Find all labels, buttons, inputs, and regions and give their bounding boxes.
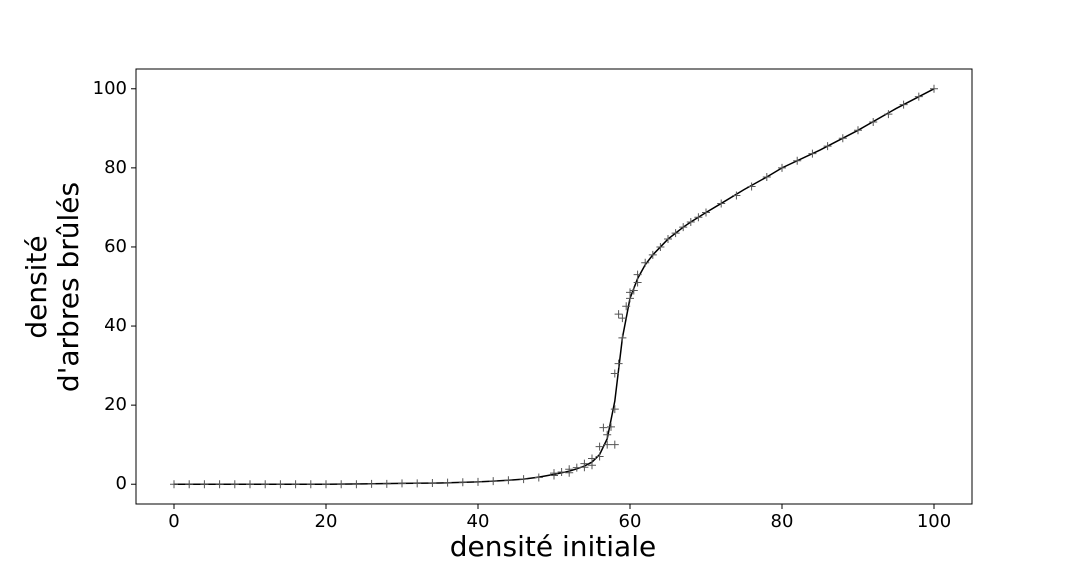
point-marker: [215, 480, 224, 489]
point-marker: [622, 302, 631, 311]
point-marker: [686, 218, 695, 227]
plot-frame: [135, 68, 973, 505]
point-marker: [747, 182, 756, 191]
point-marker: [618, 314, 627, 323]
x-axis-label: densité initiale: [450, 530, 656, 563]
point-marker: [603, 430, 612, 439]
point-marker: [572, 463, 581, 472]
point-marker: [732, 191, 741, 200]
point-marker: [557, 467, 566, 476]
point-marker: [641, 258, 650, 267]
point-marker: [200, 480, 209, 489]
point-marker: [679, 223, 688, 232]
point-marker: [702, 208, 710, 217]
point-marker: [629, 286, 638, 295]
point-marker: [367, 479, 376, 488]
y-tick-label: 80: [104, 157, 127, 178]
point-marker: [246, 480, 254, 489]
point-marker: [580, 459, 589, 468]
point-marker: [854, 126, 862, 135]
point-marker: [519, 475, 528, 484]
point-marker: [413, 479, 422, 488]
curve: [174, 88, 935, 485]
point-marker: [930, 84, 938, 93]
point-marker: [458, 478, 467, 487]
point-marker: [717, 199, 726, 208]
point-marker: [823, 142, 832, 151]
point-marker: [398, 479, 406, 488]
point-marker: [534, 473, 543, 482]
point-marker: [595, 442, 604, 451]
y-axis-label: d'arbres brûlés: [52, 182, 85, 392]
y-tick-label: 20: [104, 394, 127, 415]
point-marker: [793, 156, 802, 165]
point-marker: [474, 477, 482, 486]
y-tick-label: 100: [93, 78, 127, 99]
point-marker: [633, 278, 642, 287]
x-tick-label: 40: [467, 511, 490, 532]
point-marker: [550, 469, 558, 478]
point-marker: [352, 480, 361, 489]
x-tick-label: 0: [168, 511, 179, 532]
point-marker: [671, 229, 680, 238]
point-marker: [884, 110, 893, 119]
point-marker: [261, 480, 270, 489]
point-marker: [656, 242, 665, 251]
point-marker: [633, 270, 642, 279]
point-marker: [489, 477, 498, 486]
point-marker: [869, 117, 878, 126]
point-marker: [899, 100, 908, 109]
x-tick-label: 60: [619, 511, 642, 532]
point-marker: [610, 369, 619, 378]
point-marker: [762, 172, 771, 181]
y-tick-label: 60: [104, 236, 127, 257]
point-marker: [778, 163, 786, 172]
point-marker: [694, 213, 703, 222]
point-marker: [610, 440, 619, 449]
point-marker: [504, 476, 513, 485]
point-marker: [306, 480, 315, 489]
point-marker: [382, 479, 391, 488]
point-marker: [322, 480, 330, 489]
x-tick-label: 20: [315, 511, 338, 532]
point-marker: [614, 310, 623, 319]
point-marker: [607, 422, 615, 431]
y-tick-label: 40: [104, 315, 127, 336]
point-marker: [291, 480, 300, 489]
x-tick-label: 100: [917, 511, 951, 532]
point-marker: [614, 359, 623, 368]
y-axis-label: densité: [20, 235, 53, 338]
point-marker: [588, 461, 596, 470]
point-marker: [618, 333, 627, 342]
x-tick-label: 80: [771, 511, 794, 532]
point-marker: [599, 423, 608, 432]
point-marker: [337, 480, 346, 489]
point-marker: [603, 440, 612, 449]
point-marker: [648, 250, 657, 259]
point-marker: [428, 479, 437, 488]
point-marker: [838, 134, 847, 143]
y-tick-label: 0: [116, 473, 127, 494]
point-marker: [276, 480, 285, 489]
point-marker: [610, 405, 619, 414]
point-marker: [565, 465, 574, 474]
point-marker: [595, 452, 604, 461]
point-marker: [230, 480, 239, 489]
point-marker: [626, 288, 634, 297]
point-marker: [170, 480, 178, 489]
point-marker: [914, 92, 923, 101]
point-marker: [443, 478, 452, 487]
point-marker: [185, 480, 194, 489]
point-marker: [808, 149, 817, 158]
point-marker: [664, 235, 672, 244]
point-marker: [588, 454, 596, 463]
